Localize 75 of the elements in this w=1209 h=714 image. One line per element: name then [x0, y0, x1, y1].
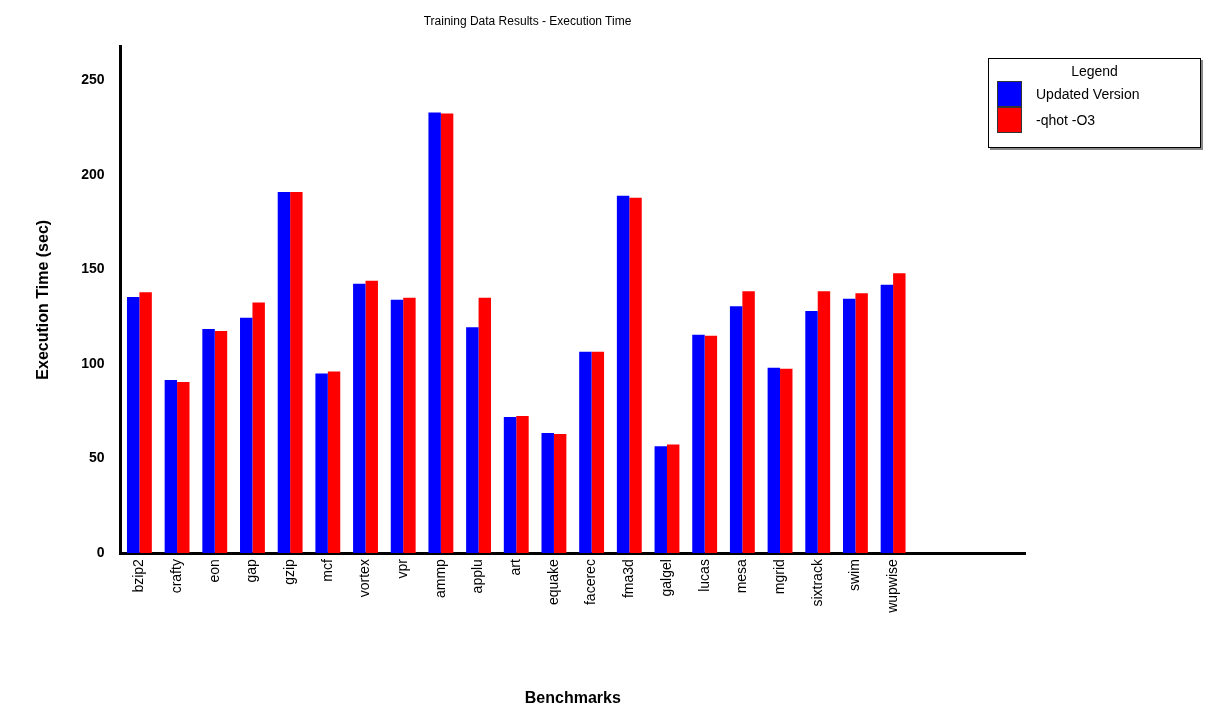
x-tick-label: lucas	[695, 559, 712, 592]
bar	[729, 306, 743, 554]
y-tick-label: 50	[88, 449, 105, 466]
x-tick-label: gap	[243, 558, 260, 583]
bar	[214, 330, 228, 554]
x-tick-label: wupwise	[883, 558, 900, 614]
bar	[428, 112, 441, 554]
x-tick-label: art	[507, 559, 524, 576]
bar	[616, 195, 630, 554]
bar	[390, 299, 404, 554]
bar	[541, 433, 554, 554]
bar	[591, 351, 605, 554]
x-tick-label: fma3d	[620, 559, 637, 599]
bar	[503, 416, 517, 554]
x-tick-label: ammp	[431, 558, 448, 599]
bar	[553, 434, 567, 554]
x-tick-label: applu	[469, 559, 486, 594]
y-axis-title: Execution Time (sec)	[34, 219, 52, 380]
y-tick-label: 0	[96, 543, 105, 560]
bar	[139, 292, 152, 554]
bar	[440, 113, 454, 554]
bar	[315, 373, 328, 554]
bar	[893, 273, 906, 554]
bar	[516, 416, 529, 554]
bar	[579, 351, 592, 554]
bar	[177, 382, 190, 554]
legend-label: -qhot -O3	[1036, 112, 1096, 128]
x-tick-label: bzip2	[130, 558, 147, 593]
bar	[126, 296, 140, 554]
x-axis-title: Benchmarks	[524, 688, 621, 706]
y-tick-label: 150	[81, 260, 105, 277]
bar	[240, 317, 253, 554]
bar	[805, 311, 818, 554]
chart-title: Training Data Results - Execution Time	[423, 13, 632, 28]
x-tick-label: galgel	[657, 559, 674, 597]
bar	[842, 298, 856, 554]
bar	[704, 335, 718, 554]
x-tick-label: crafty	[167, 559, 184, 594]
bar	[780, 368, 793, 554]
x-tick-label: gzip	[281, 558, 297, 585]
bar	[164, 380, 178, 554]
x-tick-label: facerec	[582, 559, 599, 606]
bar	[202, 329, 215, 554]
y-tick-label: 100	[81, 354, 105, 371]
bar	[654, 446, 667, 554]
bar	[466, 327, 479, 554]
bar	[277, 191, 291, 554]
x-tick-label: vortex	[356, 559, 373, 598]
legend-title: Legend	[1070, 63, 1119, 79]
bar	[817, 291, 831, 554]
bar	[742, 291, 755, 554]
bar	[629, 197, 642, 554]
x-tick-label: swim	[846, 559, 863, 591]
bar	[252, 302, 265, 554]
x-tick-label: mgrid	[770, 559, 787, 595]
x-tick-label: eon	[205, 559, 222, 583]
x-tick-label: equake	[544, 558, 561, 606]
bar	[767, 367, 781, 554]
bar	[290, 191, 303, 554]
bar	[327, 371, 341, 554]
x-tick-label: mesa	[733, 558, 750, 594]
bar	[666, 444, 680, 554]
bar	[403, 297, 416, 554]
bar	[365, 280, 378, 554]
bar	[855, 293, 868, 554]
legend-label: Updated Version	[1036, 86, 1140, 102]
x-tick-label: mcf	[318, 559, 335, 582]
x-tick-label: sixtrack	[808, 558, 825, 607]
x-tick-label: vpr	[394, 558, 411, 579]
y-tick-label: 200	[81, 165, 105, 182]
bar	[880, 284, 894, 554]
bar	[353, 283, 366, 554]
bar	[478, 297, 491, 554]
y-tick-label: 250	[81, 71, 105, 88]
bar	[692, 334, 705, 554]
